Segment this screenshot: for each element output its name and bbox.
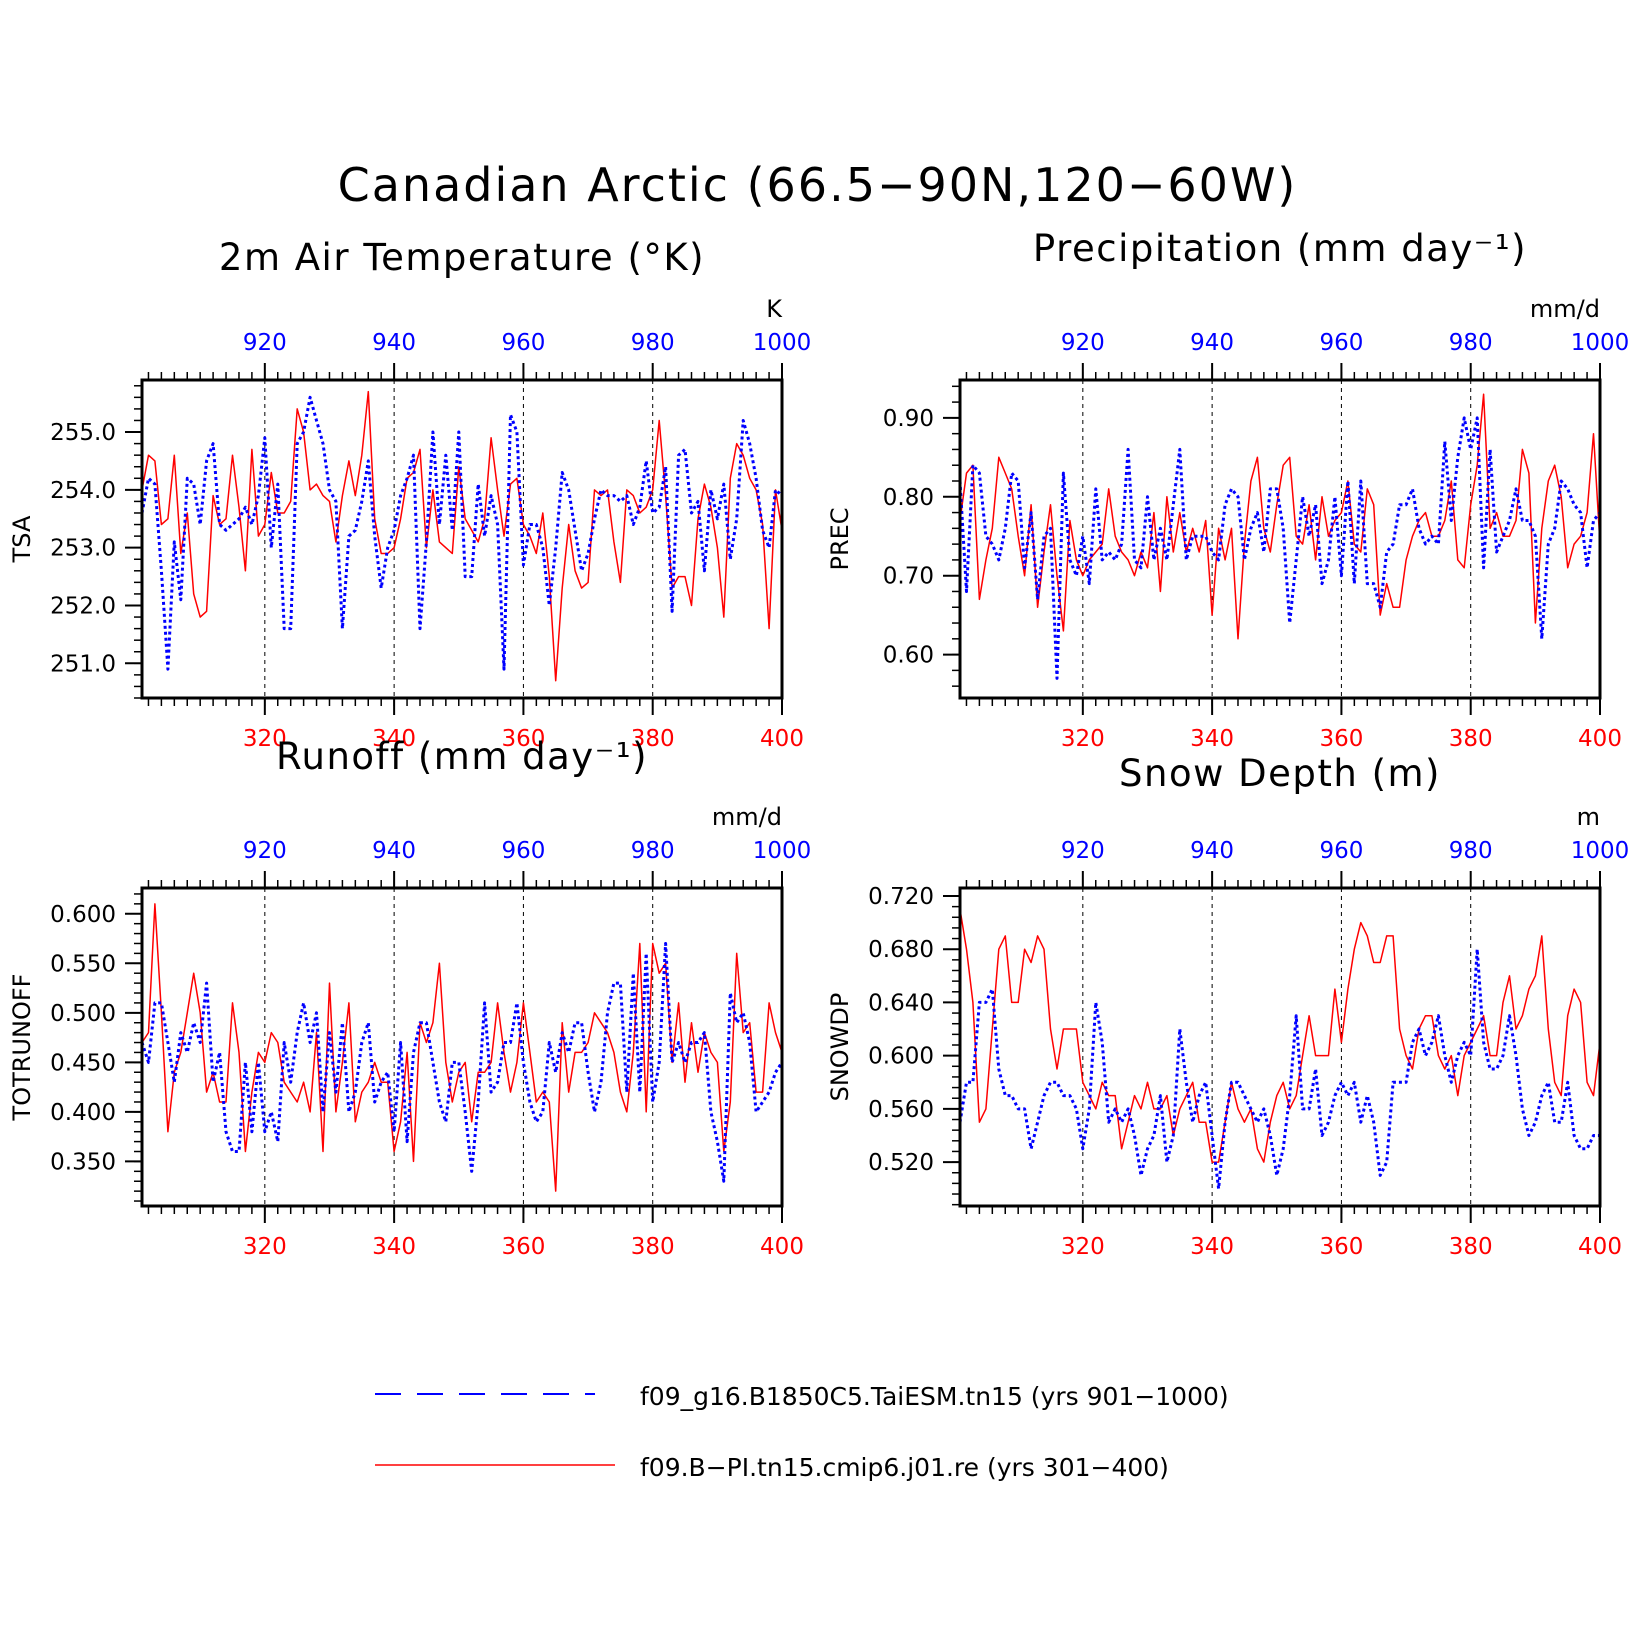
y-tick-label: 0.90 xyxy=(883,406,934,432)
legend-label-taiesm: f09_g16.B1850C5.TaiESM.tn15 (yrs 901−100… xyxy=(640,1382,1229,1411)
y-tick-label: 0.350 xyxy=(50,1149,116,1175)
y-tick-label: 254.0 xyxy=(50,478,116,504)
y-axis-label-prec: PREC xyxy=(826,507,854,570)
y-tick-label: 255.0 xyxy=(50,420,116,446)
y-tick-label: 0.600 xyxy=(868,1044,934,1070)
x-tick-label-top: 1000 xyxy=(753,838,812,864)
x-tick-label-bottom: 380 xyxy=(1449,726,1493,752)
y-tick-label: 0.560 xyxy=(868,1097,934,1123)
x-tick-label-bottom: 340 xyxy=(372,1234,416,1260)
y-tick-label: 0.640 xyxy=(868,990,934,1016)
y-tick-label: 0.80 xyxy=(883,485,934,511)
y-tick-label: 0.680 xyxy=(868,937,934,963)
y-tick-label: 0.550 xyxy=(50,951,116,977)
x-tick-label-bottom: 320 xyxy=(243,1234,287,1260)
plot-frame-tsa xyxy=(140,378,784,700)
series-line-cmip6 xyxy=(141,390,783,682)
series-line-taiesm xyxy=(140,395,783,671)
x-tick-label-bottom: 380 xyxy=(631,726,675,752)
x-tick-label-top: 960 xyxy=(1319,838,1363,864)
x-tick-label-bottom: 400 xyxy=(1578,726,1622,752)
y-axis-label-tsa: TSA xyxy=(8,515,36,563)
y-tick-label: 251.0 xyxy=(50,651,116,677)
unit-label-runoff: mm/d xyxy=(712,803,782,831)
x-tick-label-top: 980 xyxy=(1449,330,1493,356)
x-tick-label-top: 940 xyxy=(1190,838,1234,864)
x-tick-label-top: 960 xyxy=(501,330,545,356)
y-tick-label: 0.400 xyxy=(50,1100,116,1126)
legend-label-cmip6: f09.B−PI.tn15.cmip6.j01.re (yrs 301−400) xyxy=(640,1453,1169,1482)
y-tick-label: 0.70 xyxy=(883,564,934,590)
series-line-cmip6 xyxy=(959,393,1601,640)
x-tick-label-bottom: 400 xyxy=(1578,1234,1622,1260)
y-tick-label: 0.60 xyxy=(883,643,934,669)
y-tick-label: 0.600 xyxy=(50,902,116,928)
unit-label-snowdp: m xyxy=(1577,803,1600,831)
x-tick-label-bottom: 380 xyxy=(631,1234,675,1260)
panel-title-prec: Precipitation (mm day⁻¹) xyxy=(1033,227,1527,270)
y-tick-label: 253.0 xyxy=(50,536,116,562)
y-tick-label: 0.450 xyxy=(50,1050,116,1076)
x-tick-label-top: 920 xyxy=(243,330,287,356)
y-axis-label-snowdp: SNOWDP xyxy=(826,993,854,1102)
panel-tsa: 2m Air Temperature (°K) K TSA 320 920 340 940 3… xyxy=(8,236,811,752)
panel-prec: Precipitation (mm day⁻¹)mm/d PREC 320 920 34… xyxy=(826,227,1629,752)
x-tick-label-bottom: 340 xyxy=(1190,726,1234,752)
panel-title-runoff: Runoff (mm day⁻¹) xyxy=(276,735,648,778)
series-line-cmip6 xyxy=(959,909,1601,1163)
x-tick-label-top: 960 xyxy=(1319,330,1363,356)
unit-label-tsa: K xyxy=(766,295,783,323)
x-tick-label-top: 980 xyxy=(631,838,675,864)
y-axis-label-runoff: TOTRUNOFF xyxy=(8,974,36,1122)
x-tick-label-top: 980 xyxy=(631,330,675,356)
plot-frame-snowdp xyxy=(958,886,1602,1208)
series-line-taiesm xyxy=(140,942,784,1183)
x-tick-label-top: 1000 xyxy=(753,330,812,356)
x-tick-label-top: 960 xyxy=(501,838,545,864)
panel-runoff: Runoff (mm day⁻¹) mm/d TOTRUNOFF 320 920 340 9… xyxy=(8,735,811,1260)
legend-swatch-solid xyxy=(375,1464,615,1466)
x-tick-label-top: 940 xyxy=(372,838,416,864)
x-tick-label-bottom: 360 xyxy=(501,726,545,752)
panel-title-snowdp: Snow Depth (m) xyxy=(1119,752,1441,795)
series-line-taiesm xyxy=(958,947,1600,1191)
panel-title-tsa: 2m Air Temperature (°K) xyxy=(219,236,705,279)
y-tick-label: 0.500 xyxy=(50,1001,116,1027)
series-line-cmip6 xyxy=(141,903,783,1192)
x-tick-label-bottom: 320 xyxy=(1061,726,1105,752)
x-tick-label-top: 1000 xyxy=(1571,330,1630,356)
legend-swatch-dashed xyxy=(375,1393,595,1395)
x-tick-label-top: 920 xyxy=(1061,330,1105,356)
series-line-taiesm xyxy=(958,416,1602,680)
x-tick-label-top: 940 xyxy=(372,330,416,356)
x-tick-label-bottom: 400 xyxy=(760,726,804,752)
x-tick-label-top: 940 xyxy=(1190,330,1234,356)
x-tick-label-top: 920 xyxy=(1061,838,1105,864)
x-tick-label-bottom: 380 xyxy=(1449,1234,1493,1260)
plot-frame-prec xyxy=(958,378,1602,700)
figure-title: Canadian Arctic (66.5−90N,120−60W) xyxy=(337,158,1298,212)
x-tick-label-top: 980 xyxy=(1449,838,1493,864)
x-tick-label-bottom: 400 xyxy=(760,1234,804,1260)
x-tick-label-bottom: 320 xyxy=(243,726,287,752)
y-tick-label: 0.520 xyxy=(868,1150,934,1176)
x-tick-label-bottom: 340 xyxy=(372,726,416,752)
x-tick-label-bottom: 320 xyxy=(1061,1234,1105,1260)
x-tick-label-bottom: 360 xyxy=(1319,1234,1363,1260)
panel-snowdp: Snow Depth (m) m SNOWDP 320 920 340 940 360 960 3… xyxy=(826,752,1629,1260)
x-tick-label-bottom: 340 xyxy=(1190,1234,1234,1260)
y-tick-label: 0.720 xyxy=(868,884,934,910)
x-tick-label-bottom: 360 xyxy=(1319,726,1363,752)
x-tick-label-top: 920 xyxy=(243,838,287,864)
plot-frame-runoff xyxy=(140,886,784,1208)
unit-label-prec: mm/d xyxy=(1530,295,1600,323)
x-tick-label-top: 1000 xyxy=(1571,838,1630,864)
y-tick-label: 252.0 xyxy=(50,593,116,619)
x-tick-label-bottom: 360 xyxy=(501,1234,545,1260)
